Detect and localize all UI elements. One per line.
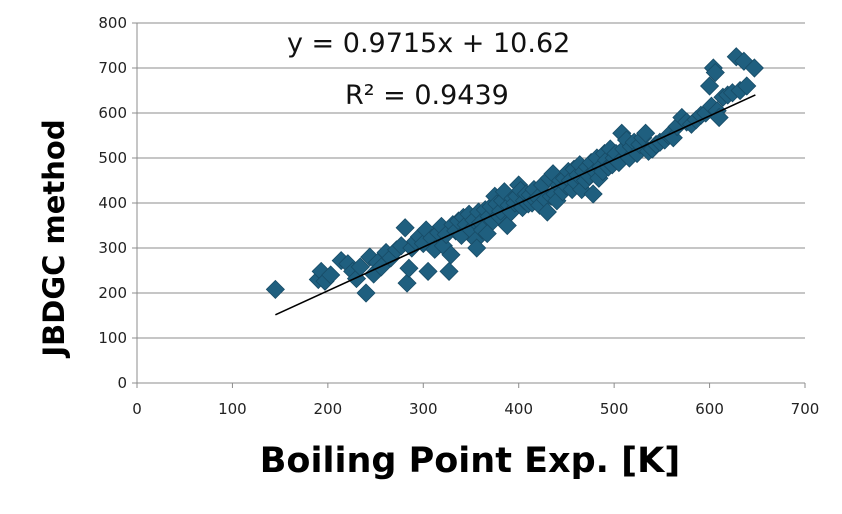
x-tick-label: 500 bbox=[600, 400, 629, 418]
data-point bbox=[700, 76, 720, 96]
trendline-group bbox=[275, 94, 756, 316]
data-point bbox=[399, 258, 419, 278]
y-tick-label: 300 bbox=[98, 239, 127, 257]
r-squared-label: R² = 0.9439 bbox=[345, 80, 509, 111]
x-tick-label: 700 bbox=[791, 400, 820, 418]
trendline-equation: y = 0.9715x + 10.62 bbox=[287, 28, 570, 59]
data-point bbox=[705, 62, 725, 83]
x-axis-title: Boiling Point Exp. [K] bbox=[260, 441, 681, 481]
data-point bbox=[395, 218, 415, 238]
data-point bbox=[265, 279, 285, 299]
trendline bbox=[275, 94, 756, 316]
gridlines bbox=[137, 22, 805, 339]
x-tick-label: 100 bbox=[218, 400, 247, 418]
data-point bbox=[744, 58, 764, 78]
x-tick-label: 400 bbox=[504, 400, 533, 418]
y-tick-label: 0 bbox=[117, 374, 127, 392]
y-tick-label: 200 bbox=[98, 284, 127, 302]
y-tick-label: 600 bbox=[98, 104, 127, 122]
data-point bbox=[321, 265, 341, 285]
x-tick-label: 600 bbox=[695, 400, 724, 418]
data-point bbox=[737, 76, 757, 96]
data-point bbox=[497, 215, 517, 236]
data-point bbox=[636, 123, 656, 143]
data-point bbox=[418, 261, 438, 281]
axes bbox=[132, 22, 806, 388]
data-point bbox=[583, 184, 603, 204]
y-axis-title: JBDGC method bbox=[37, 119, 71, 358]
y-tick-label: 500 bbox=[98, 149, 127, 167]
x-tick-label: 0 bbox=[132, 400, 142, 418]
data-point bbox=[537, 202, 557, 222]
y-tick-label: 700 bbox=[98, 59, 127, 77]
x-tick-label: 300 bbox=[409, 400, 438, 418]
y-tick-label: 800 bbox=[98, 14, 127, 32]
tick-labels: 0 100 200 300 400 500 600 700 800 0 100 200 300 400 50… bbox=[98, 14, 819, 418]
y-tick-label: 100 bbox=[98, 329, 127, 347]
x-tick-label: 200 bbox=[314, 400, 343, 418]
data-point bbox=[467, 238, 487, 258]
data-point bbox=[441, 245, 461, 265]
data-points bbox=[265, 47, 764, 303]
data-point bbox=[397, 273, 417, 293]
data-point bbox=[356, 283, 376, 303]
data-point bbox=[439, 261, 459, 281]
y-tick-label: 400 bbox=[98, 194, 127, 212]
